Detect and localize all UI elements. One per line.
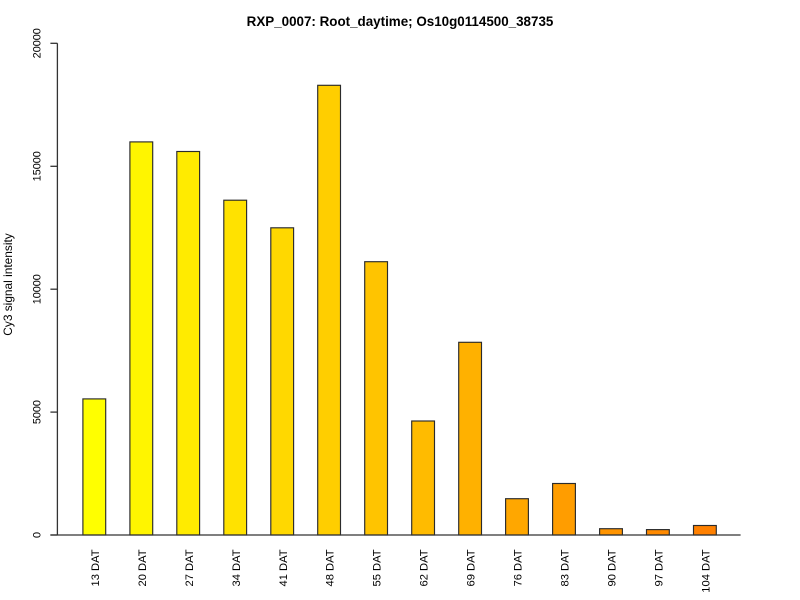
svg-text:48 DAT: 48 DAT: [325, 549, 337, 586]
svg-text:69 DAT: 69 DAT: [466, 549, 478, 586]
svg-text:13 DAT: 13 DAT: [90, 549, 102, 586]
svg-text:97 DAT: 97 DAT: [654, 549, 666, 586]
svg-text:20000: 20000: [32, 28, 44, 58]
svg-text:41 DAT: 41 DAT: [278, 549, 290, 586]
svg-text:83 DAT: 83 DAT: [560, 549, 572, 586]
svg-text:90 DAT: 90 DAT: [607, 549, 619, 586]
svg-text:0: 0: [32, 532, 44, 538]
svg-text:15000: 15000: [32, 151, 44, 181]
svg-text:104 DAT: 104 DAT: [701, 549, 713, 592]
svg-text:10000: 10000: [32, 274, 44, 304]
svg-text:62 DAT: 62 DAT: [419, 549, 431, 586]
svg-text:27 DAT: 27 DAT: [184, 549, 196, 586]
svg-text:Cy3 signal intensity: Cy3 signal intensity: [1, 233, 15, 335]
svg-text:20 DAT: 20 DAT: [137, 549, 149, 586]
svg-text:5000: 5000: [32, 400, 44, 424]
svg-text:RXP_0007: Root_daytime; Os10g0: RXP_0007: Root_daytime; Os10g0114500_387…: [247, 14, 554, 29]
svg-text:55 DAT: 55 DAT: [372, 549, 384, 586]
svg-text:76 DAT: 76 DAT: [513, 549, 525, 586]
svg-text:34 DAT: 34 DAT: [231, 549, 243, 586]
